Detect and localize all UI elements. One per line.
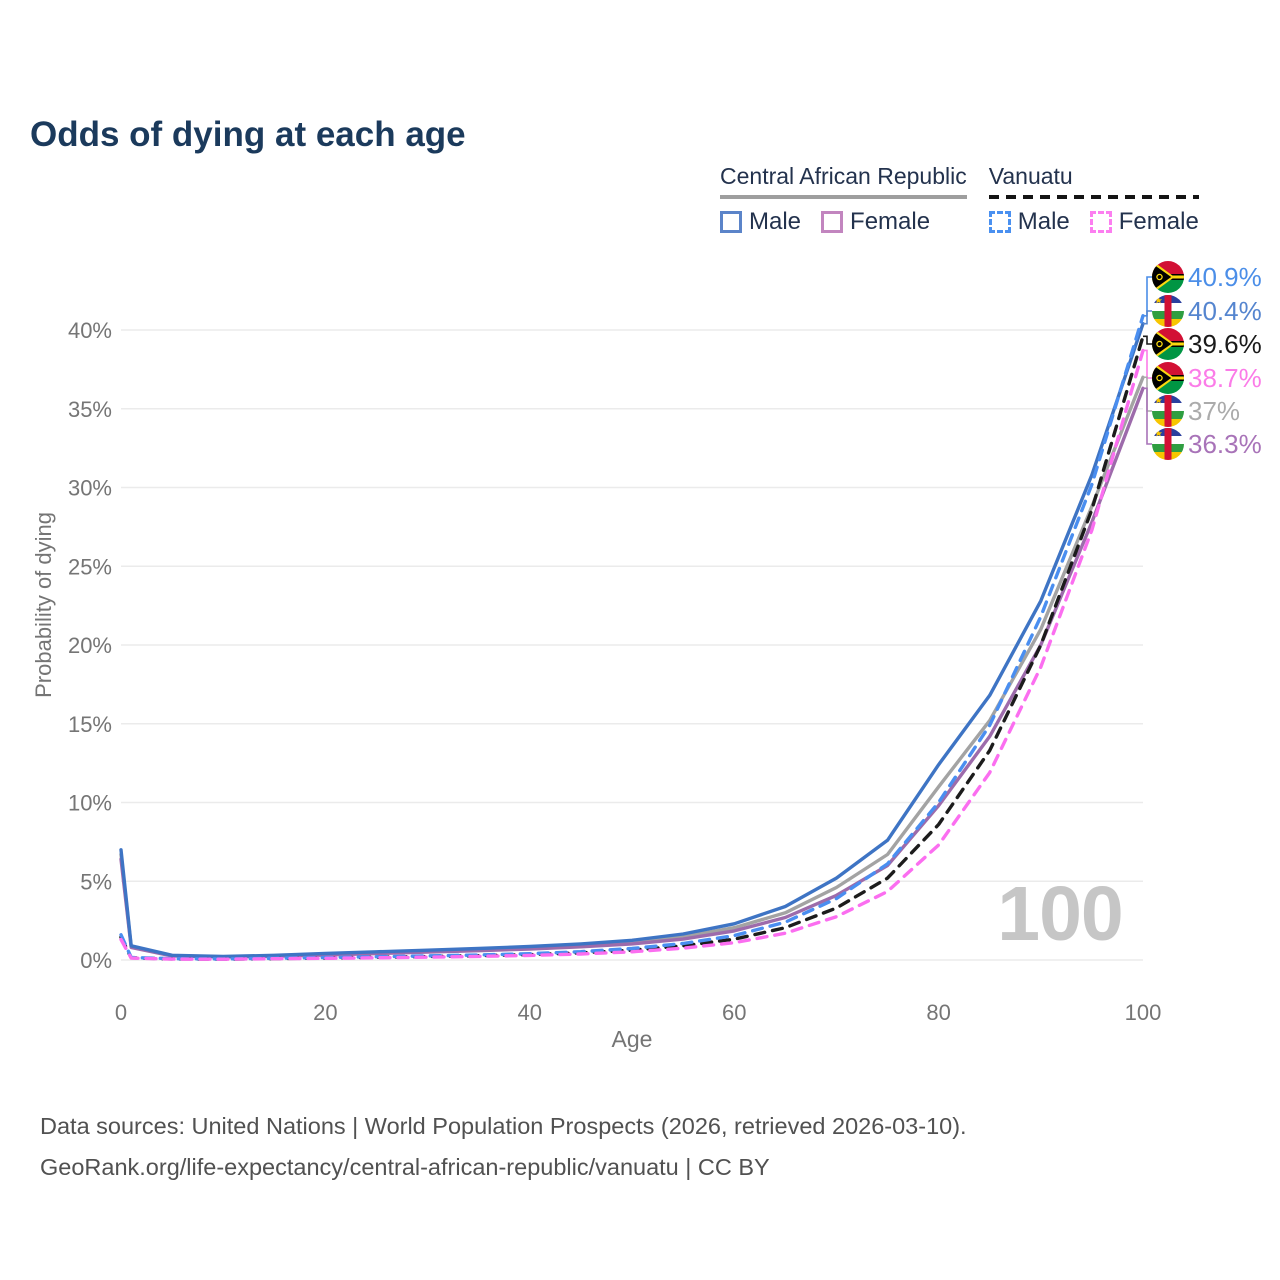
- legend-country-label-vanuatu[interactable]: Vanuatu: [988, 163, 1073, 189]
- end-label-value: 38.7%: [1188, 363, 1262, 393]
- y-tick-label: 0%: [80, 948, 112, 973]
- central-african-republic-flag-icon: [1152, 428, 1184, 460]
- vanuatu-female-swatch-icon: [1089, 211, 1112, 233]
- legend-underline-dashed: [988, 195, 1199, 199]
- y-tick-label: 20%: [68, 633, 112, 658]
- legend-item-label: Female: [1118, 208, 1199, 235]
- legend-item-vanuatu-male[interactable]: Male: [988, 208, 1070, 236]
- legend-country-label-car[interactable]: Central African Republic: [720, 163, 967, 189]
- end-label-leader: [1143, 310, 1152, 325]
- y-tick-label: 15%: [68, 712, 112, 737]
- x-tick-label: 20: [313, 1000, 337, 1025]
- vanuatu-male-swatch-icon: [988, 211, 1011, 233]
- end-label-value: 36.3%: [1188, 429, 1262, 459]
- legend-group-vanuatu: Vanuatu Male Female: [988, 163, 1199, 236]
- x-tick-label: 100: [1125, 1000, 1162, 1025]
- series-line-car-both: [119, 375, 1145, 959]
- end-label-value: 37%: [1188, 396, 1240, 426]
- legend-item-vanuatu-female[interactable]: Female: [1089, 208, 1199, 236]
- end-label-leader: [1143, 276, 1152, 317]
- series-line-car-female: [119, 386, 1145, 959]
- car-male-swatch-icon: [720, 211, 742, 233]
- footer-data-sources: Data sources: United Nations | World Pop…: [40, 1113, 967, 1139]
- x-tick-label: 0: [115, 1000, 127, 1025]
- end-label-value: 40.4%: [1188, 296, 1262, 326]
- page-title: Odds of dying at each age: [30, 115, 466, 155]
- series-line-vut-male: [119, 314, 1145, 961]
- y-tick-label: 10%: [68, 791, 112, 816]
- y-tick-label: 5%: [80, 869, 112, 894]
- footer-attribution: GeoRank.org/life-expectancy/central-afri…: [40, 1154, 770, 1180]
- end-label-leader: [1143, 335, 1152, 345]
- end-label-leader: [1143, 387, 1152, 445]
- central-african-republic-flag-icon: [1152, 395, 1184, 427]
- y-tick-label: 35%: [68, 397, 112, 422]
- vanuatu-flag-icon: [1152, 328, 1184, 361]
- x-tick-label: 40: [518, 1000, 542, 1025]
- legend-underline-solid: [720, 195, 967, 199]
- car-female-swatch-icon: [821, 211, 844, 233]
- age-watermark: 100: [997, 871, 1123, 957]
- central-african-republic-flag-icon: [1152, 295, 1184, 327]
- legend-item-car-female[interactable]: Female: [821, 208, 930, 236]
- legend-item-label: Female: [850, 208, 931, 235]
- series-line-vut-both: [119, 334, 1145, 961]
- vanuatu-flag-icon: [1152, 261, 1184, 294]
- legend-item-car-male[interactable]: Male: [720, 208, 801, 236]
- legend-item-label: Male: [749, 208, 802, 235]
- y-tick-label: 25%: [68, 554, 112, 579]
- vanuatu-flag-icon: [1152, 362, 1184, 395]
- x-tick-label: 60: [722, 1000, 746, 1025]
- end-label-leader: [1143, 349, 1152, 379]
- x-axis-title: Age: [611, 1026, 653, 1052]
- y-tick-label: 30%: [68, 476, 112, 501]
- legend: Central African Republic Male Female Van…: [720, 163, 1199, 236]
- y-tick-label: 40%: [68, 318, 112, 343]
- legend-item-label: Male: [1017, 208, 1070, 235]
- x-tick-label: 80: [926, 1000, 950, 1025]
- end-label-value: 40.9%: [1188, 262, 1262, 292]
- end-label-value: 39.6%: [1188, 329, 1262, 359]
- series-line-vut-female: [119, 348, 1145, 961]
- footer: Data sources: United Nations | World Pop…: [40, 1106, 967, 1188]
- legend-group-central-african-republic: Central African Republic Male Female: [720, 163, 967, 236]
- series-line-car-male: [119, 322, 1145, 959]
